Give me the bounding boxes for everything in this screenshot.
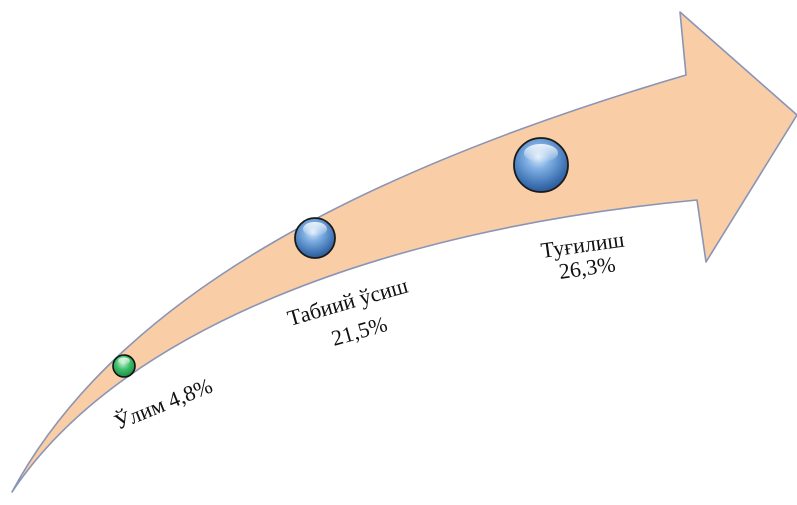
death-bubble	[112, 354, 136, 378]
growth-arrow	[11, 11, 797, 493]
death-label: Ўлим 4,8%	[111, 373, 216, 435]
birth-bubble	[513, 137, 569, 193]
natural-growth-bubble	[294, 217, 336, 259]
